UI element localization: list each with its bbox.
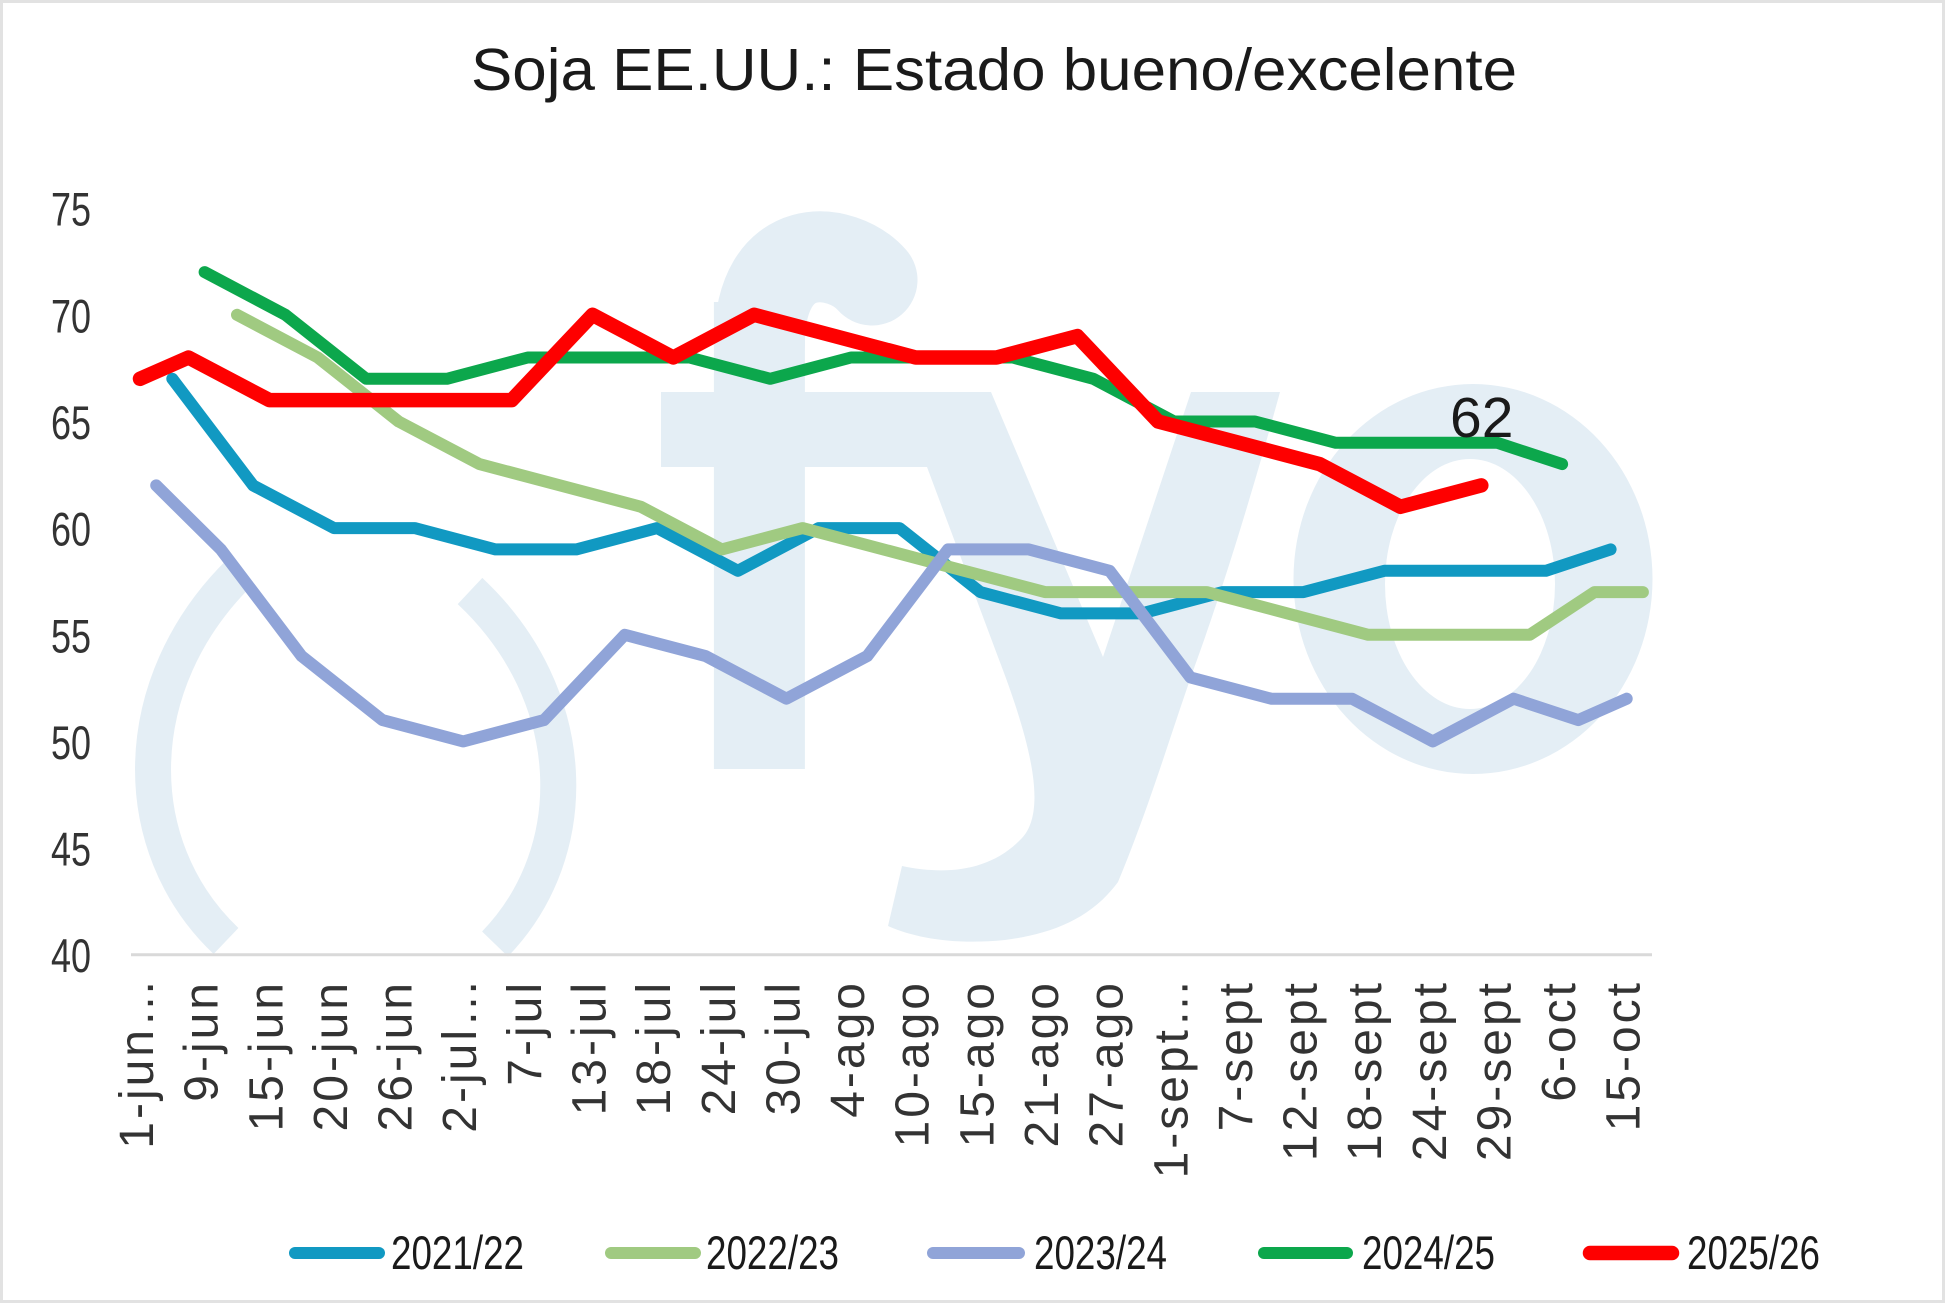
svg-text:7-jul: 7-jul (499, 980, 552, 1086)
svg-text:2023/24: 2023/24 (1034, 1226, 1167, 1279)
svg-text:29-sept: 29-sept (1469, 980, 1522, 1161)
svg-text:24-jul: 24-jul (693, 980, 746, 1115)
svg-text:15-oct: 15-oct (1598, 980, 1651, 1131)
svg-text:9-jun: 9-jun (176, 980, 229, 1102)
svg-text:2025/26: 2025/26 (1687, 1226, 1820, 1279)
svg-text:4-ago: 4-ago (822, 980, 875, 1118)
svg-text:40: 40 (51, 929, 91, 982)
svg-text:75: 75 (51, 183, 91, 236)
svg-text:15-ago: 15-ago (951, 980, 1004, 1147)
svg-text:12-sept: 12-sept (1275, 980, 1328, 1161)
svg-text:2-jul…: 2-jul… (434, 976, 487, 1133)
svg-text:55: 55 (51, 609, 91, 662)
svg-text:13-jul: 13-jul (564, 980, 617, 1115)
svg-text:62: 62 (1450, 386, 1513, 450)
svg-text:26-jun: 26-jun (370, 980, 423, 1131)
svg-text:6-oct: 6-oct (1533, 980, 1586, 1102)
svg-text:10-ago: 10-ago (887, 980, 940, 1147)
svg-text:30-jul: 30-jul (757, 980, 810, 1115)
svg-text:1-sept…: 1-sept… (1145, 976, 1198, 1178)
svg-text:2024/25: 2024/25 (1362, 1226, 1495, 1279)
svg-text:2022/23: 2022/23 (706, 1226, 839, 1279)
svg-text:60: 60 (51, 503, 91, 556)
svg-text:15-jun: 15-jun (240, 980, 293, 1131)
svg-text:20-jun: 20-jun (305, 980, 358, 1131)
svg-text:50: 50 (51, 716, 91, 769)
svg-text:65: 65 (51, 396, 91, 449)
svg-text:7-sept: 7-sept (1210, 980, 1263, 1131)
svg-text:18-jul: 18-jul (628, 980, 681, 1115)
svg-text:2021/22: 2021/22 (391, 1226, 524, 1279)
svg-text:70: 70 (51, 289, 91, 342)
svg-text:45: 45 (51, 823, 91, 876)
svg-text:24-sept: 24-sept (1404, 980, 1457, 1161)
svg-text:21-ago: 21-ago (1016, 980, 1069, 1147)
svg-text:1-jun…: 1-jun… (111, 976, 164, 1149)
svg-text:27-ago: 27-ago (1081, 980, 1134, 1147)
svg-text:Soja EE.UU.: Estado bueno/exce: Soja EE.UU.: Estado bueno/excelente (471, 37, 1517, 103)
svg-text:18-sept: 18-sept (1339, 980, 1392, 1161)
